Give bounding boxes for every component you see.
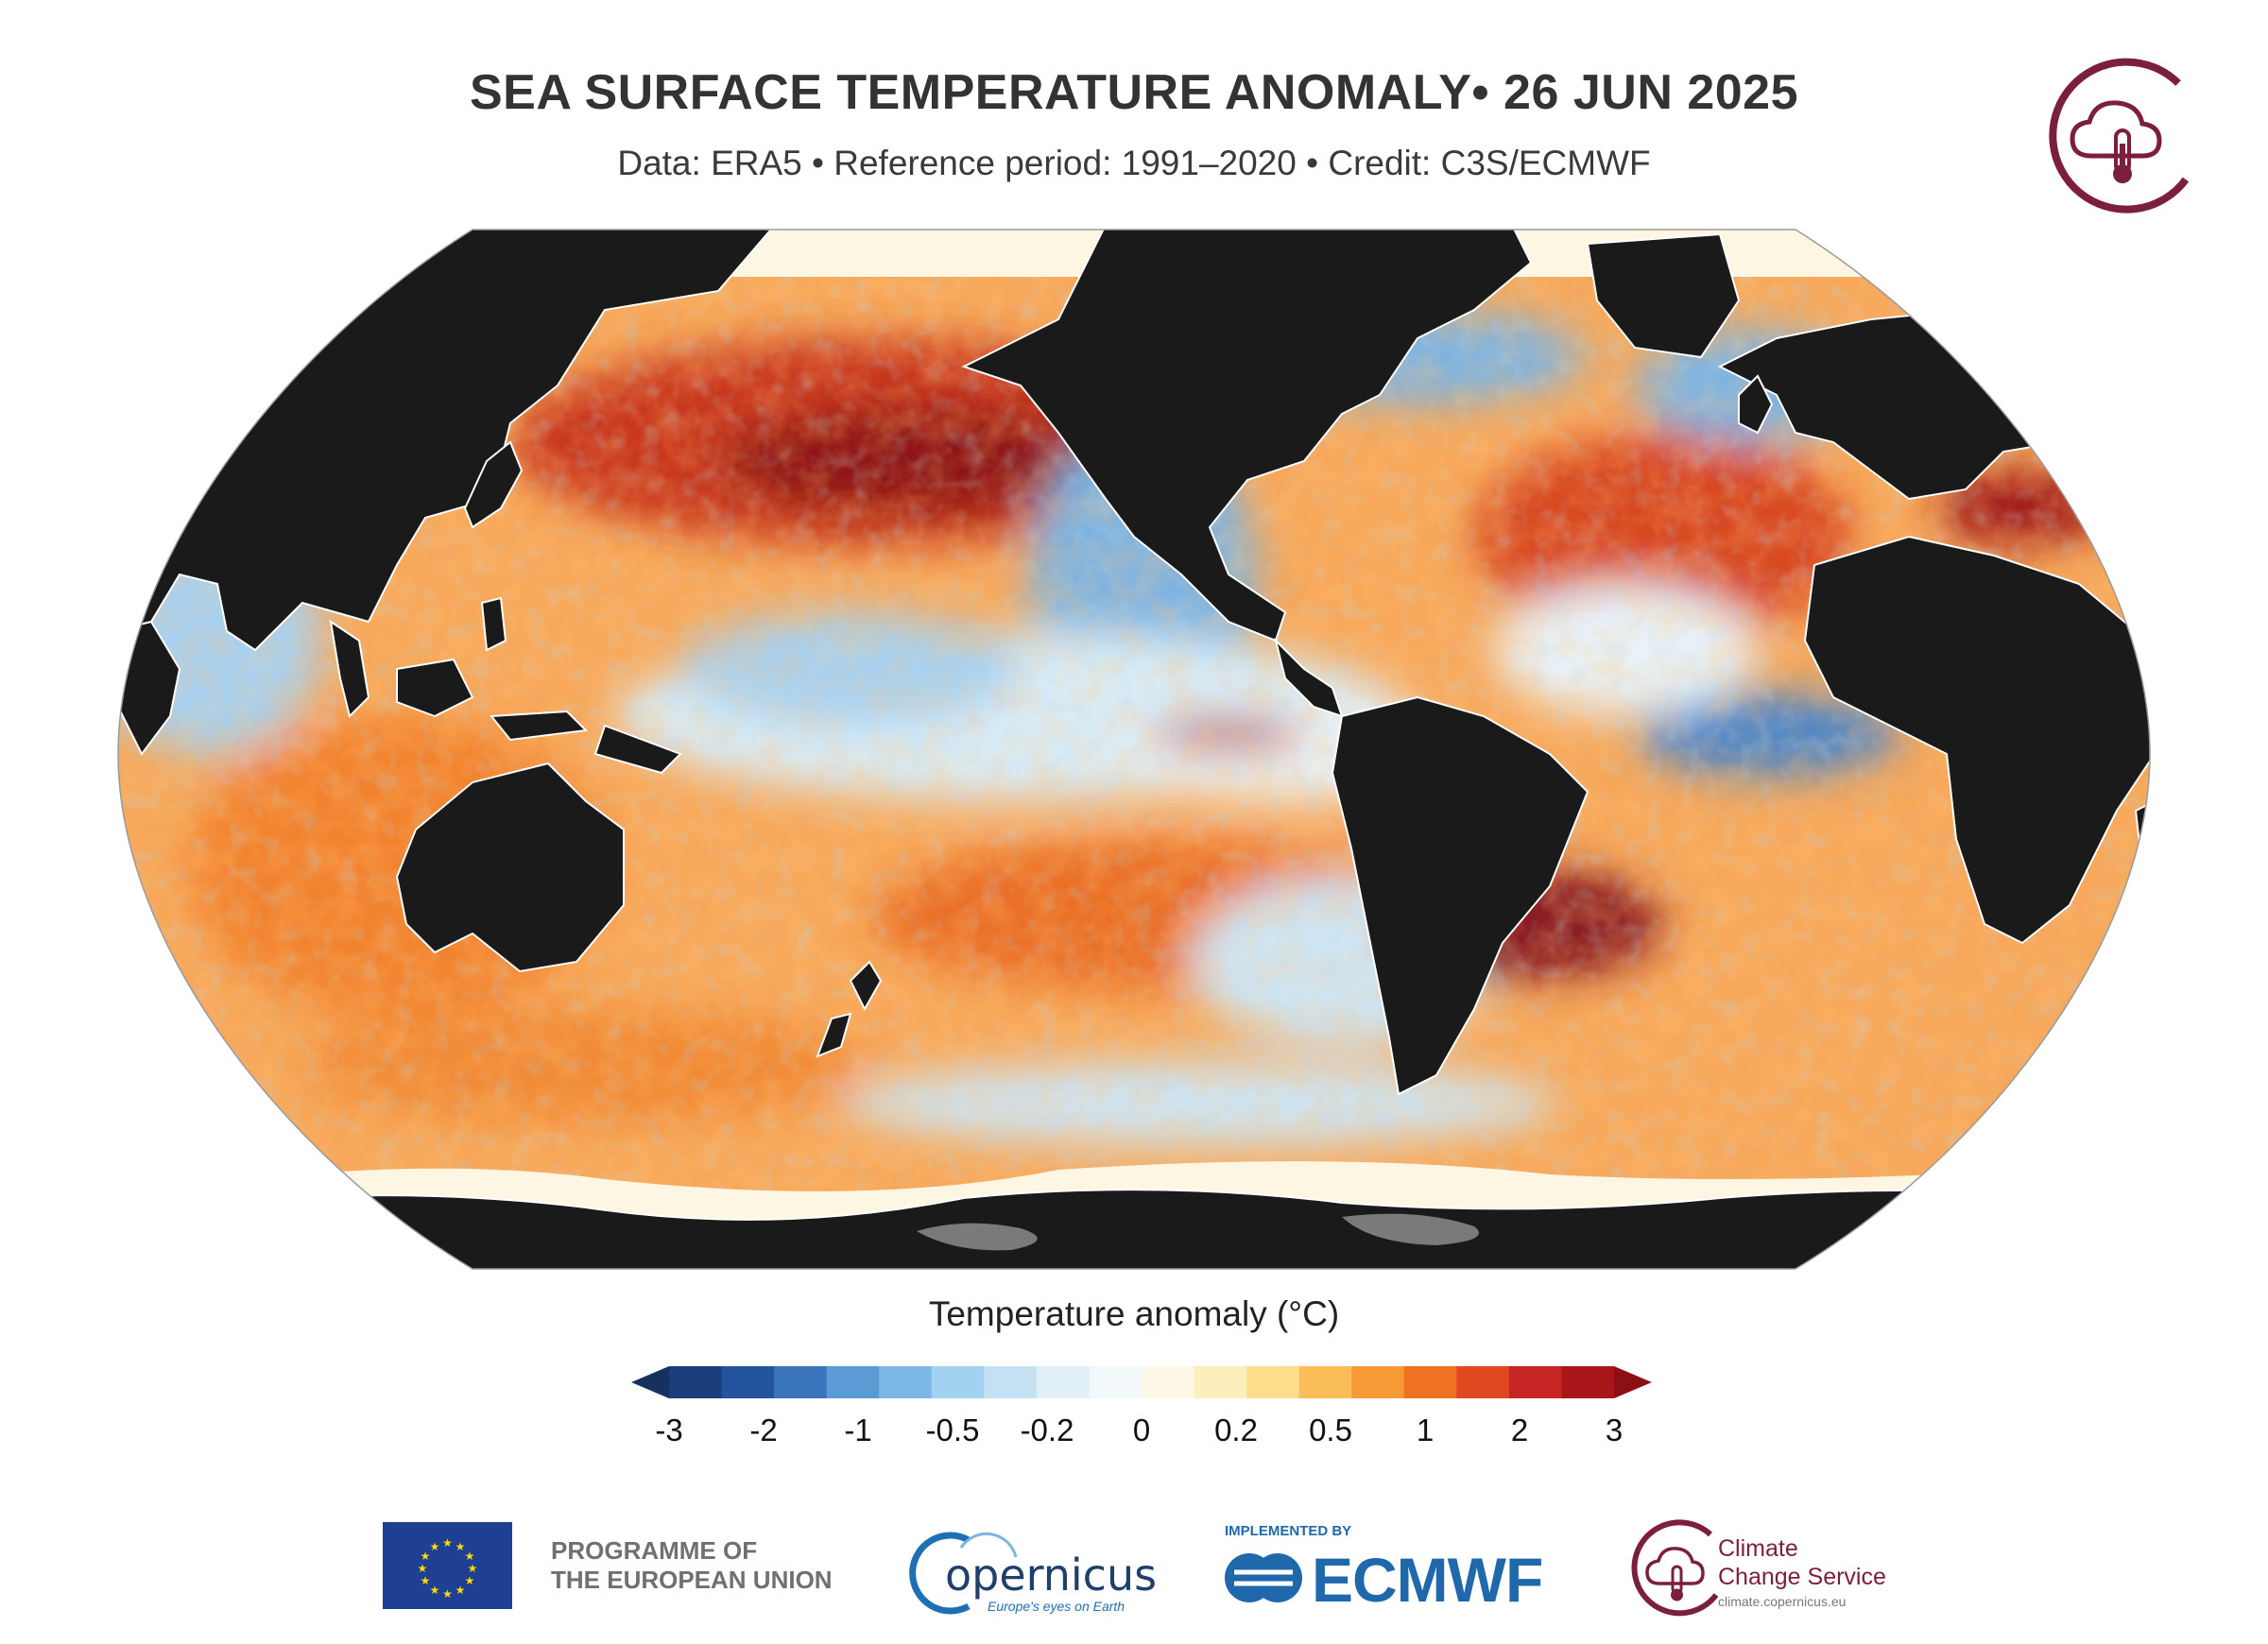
copernicus-name: opernicus bbox=[945, 1550, 1158, 1601]
colorbar-bin bbox=[879, 1366, 933, 1398]
svg-text:★: ★ bbox=[418, 1562, 428, 1575]
c3s-url: climate.copernicus.eu bbox=[1718, 1594, 1847, 1609]
ecmwf-name: ECMWF bbox=[1312, 1545, 1543, 1615]
svg-text:★: ★ bbox=[421, 1550, 431, 1563]
colorbar-bin bbox=[1089, 1366, 1143, 1398]
ecmwf-implemented-label: IMPLEMENTED BY bbox=[1225, 1523, 1352, 1539]
colorbar-bin bbox=[1508, 1366, 1562, 1398]
colorbar-bin bbox=[1246, 1366, 1300, 1398]
c3s-line1: Climate bbox=[1718, 1535, 1798, 1562]
sst-anomaly-map bbox=[113, 225, 2155, 1274]
colorbar-tick-label: 3 bbox=[1605, 1413, 1624, 1447]
colorbar-bin bbox=[1194, 1366, 1247, 1398]
svg-text:★: ★ bbox=[455, 1584, 466, 1597]
temperature-colorbar bbox=[631, 1366, 1652, 1398]
svg-text:★: ★ bbox=[465, 1574, 475, 1587]
colorbar-tick-label: 0 bbox=[1132, 1413, 1151, 1447]
c3s-line2: Change Service bbox=[1718, 1564, 1886, 1590]
colorbar-bin bbox=[1403, 1366, 1457, 1398]
colorbar-tick-label: -1 bbox=[844, 1413, 872, 1447]
eu-text-line1: PROGRAMME OF bbox=[551, 1536, 758, 1565]
svg-text:★: ★ bbox=[421, 1574, 431, 1587]
legend-title: Temperature anomaly (°C) bbox=[928, 1294, 1340, 1333]
colorbar-ticks: -3 -2 -1 -0.5 -0.2 0 0.2 0.5 1 2 3 bbox=[631, 1413, 1652, 1460]
colorbar-bin bbox=[826, 1366, 880, 1398]
ecmwf-logo-icon bbox=[1225, 1553, 1302, 1602]
map-title: SEA SURFACE TEMPERATURE ANOMALY• 26 JUN … bbox=[470, 65, 1798, 120]
colorbar-bin bbox=[1456, 1366, 1510, 1398]
c3s-logo-icon bbox=[1631, 1519, 1719, 1617]
colorbar-tick-label: -2 bbox=[749, 1413, 778, 1447]
eu-flag-icon: ★ ★ ★ ★ ★ ★ ★ ★ ★ ★ ★ ★ bbox=[383, 1522, 512, 1609]
svg-text:★: ★ bbox=[468, 1562, 478, 1575]
colorbar-tick-label: 0.2 bbox=[1214, 1413, 1258, 1447]
colorbar-bin bbox=[931, 1366, 985, 1398]
svg-text:★: ★ bbox=[465, 1550, 475, 1563]
colorbar-tick-label: 2 bbox=[1510, 1413, 1529, 1447]
colorbar-tick-label: 0.5 bbox=[1309, 1413, 1352, 1447]
colorbar-bin bbox=[1561, 1366, 1615, 1398]
copernicus-logo-icon bbox=[909, 1532, 1018, 1615]
svg-text:★: ★ bbox=[455, 1540, 466, 1553]
colorbar-tick-label: -3 bbox=[655, 1413, 683, 1447]
colorbar-low-extend bbox=[631, 1366, 669, 1398]
svg-text:★: ★ bbox=[442, 1587, 453, 1601]
colorbar-bin bbox=[984, 1366, 1038, 1398]
colorbar-bin bbox=[1142, 1366, 1195, 1398]
colorbar-high-extend bbox=[1614, 1366, 1652, 1398]
colorbar-tick-label: -0.2 bbox=[1020, 1413, 1074, 1447]
colorbar-bin bbox=[669, 1366, 723, 1398]
colorbar-bin bbox=[1351, 1366, 1405, 1398]
copernicus-tagline: Europe's eyes on Earth bbox=[988, 1599, 1125, 1614]
eu-text-line2: THE EUROPEAN UNION bbox=[551, 1566, 833, 1594]
map-subtitle: Data: ERA5 • Reference period: 1991–2020… bbox=[617, 144, 1651, 182]
eu-programme-text: PROGRAMME OF THE EUROPEAN UNION bbox=[551, 1536, 833, 1595]
partner-logos: ★ ★ ★ ★ ★ ★ ★ ★ ★ ★ ★ ★ PROGRAMME OF THE… bbox=[0, 1512, 2268, 1625]
colorbar-tick-label: -0.5 bbox=[925, 1413, 980, 1447]
c3s-thermometer-logo-icon bbox=[2049, 58, 2190, 214]
colorbar-bin bbox=[774, 1366, 828, 1398]
svg-text:★: ★ bbox=[430, 1540, 440, 1553]
colorbar-bin bbox=[1036, 1366, 1090, 1398]
colorbar-tick-label: 1 bbox=[1416, 1413, 1435, 1447]
colorbar-bin bbox=[721, 1366, 775, 1398]
svg-text:★: ★ bbox=[430, 1584, 440, 1597]
c3s-name: Climate Change Service bbox=[1718, 1534, 1886, 1591]
colorbar-bin bbox=[1298, 1366, 1352, 1398]
svg-text:★: ★ bbox=[442, 1536, 453, 1550]
